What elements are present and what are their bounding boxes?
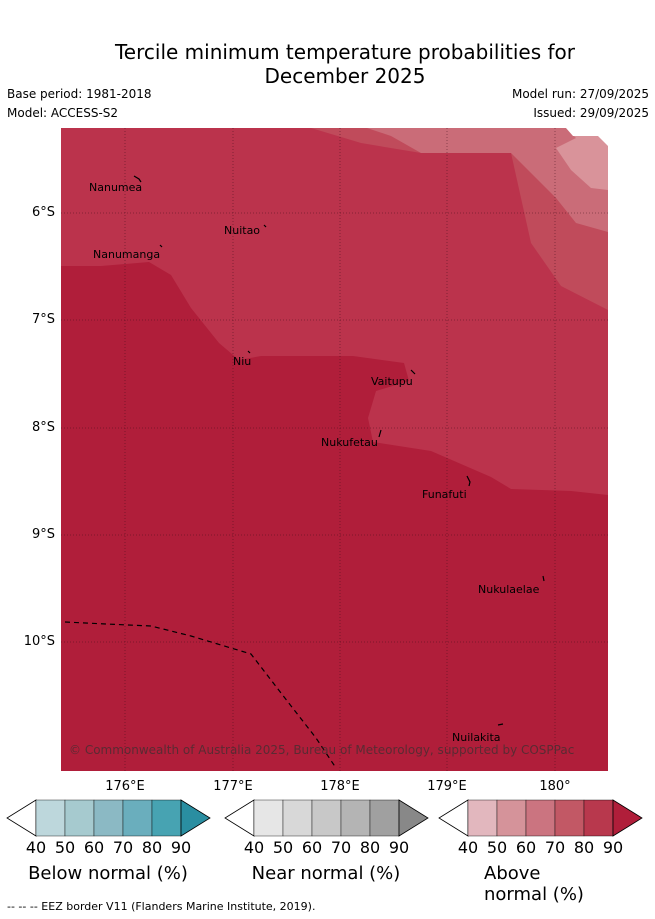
colorbar-segment [554, 799, 585, 837]
colorbar-above-normal [438, 799, 643, 837]
place-nanumea: Nanumea [89, 181, 143, 194]
colorbar-high-extend [180, 799, 211, 837]
colorbar-high-extend [612, 799, 643, 837]
colorbar-low-extend [438, 799, 469, 837]
cb-above-tick-50: 50 [486, 838, 508, 857]
cb-near-tick-50: 50 [272, 838, 294, 857]
title-line-1: Tercile minimum temperature probabilitie… [114, 40, 576, 64]
band-60-70 [267, 128, 608, 310]
band-50-60 [367, 128, 608, 232]
colorbar-segment [122, 799, 153, 837]
cb-below-tick-80: 80 [141, 838, 163, 857]
colorbar-segment [64, 799, 95, 837]
lon-label-179e: 179°E [427, 779, 467, 794]
colorbar-segment [253, 799, 284, 837]
colorbar-segment [151, 799, 182, 837]
cb-below-tick-90: 90 [170, 838, 192, 857]
cb-near-tick-80: 80 [359, 838, 381, 857]
band-40-50 [556, 128, 608, 190]
place-nuitao: Nuitao [224, 224, 261, 237]
place-nanumanga: Nanumanga [93, 248, 161, 261]
cb-label-above-normal: Above normal (%) [484, 863, 584, 905]
place-nukulaelae: Nukulaelae [478, 583, 540, 596]
probability-map [61, 128, 608, 771]
map-title: Tercile minimum temperature probabilitie… [0, 40, 655, 88]
place-niu: Niu [233, 355, 252, 368]
colorbar-segment [35, 799, 66, 837]
cb-near-tick-60: 60 [301, 838, 323, 857]
cb-below-tick-70: 70 [112, 838, 134, 857]
colorbar-near-normal [224, 799, 429, 837]
lon-label-178e: 178°E [320, 779, 360, 794]
cb-above-tick-80: 80 [573, 838, 595, 857]
lat-label-8s: 8°S [31, 420, 55, 435]
title-line-2: December 2025 [264, 64, 426, 88]
band-70-80 [61, 128, 608, 495]
cb-above-tick-40: 40 [457, 838, 479, 857]
cb-above-tick-90: 90 [602, 838, 624, 857]
lon-label-180: 180° [539, 779, 571, 794]
place-funafuti: Funafuti [422, 488, 467, 501]
cb-below-tick-50: 50 [54, 838, 76, 857]
copyright-notice: © Commonwealth of Australia 2025, Bureau… [69, 743, 575, 757]
model-name: Model: ACCESS-S2 [7, 106, 119, 120]
place-nukufetau: Nukufetau [321, 436, 378, 449]
colorbar-segment [311, 799, 342, 837]
lat-label-6s: 6°S [31, 205, 55, 220]
colorbar-segment [282, 799, 313, 837]
colorbar-segment [93, 799, 124, 837]
island-marks [133, 175, 545, 726]
issued-date: Issued: 29/09/2025 [533, 106, 649, 120]
cb-below-tick-60: 60 [83, 838, 105, 857]
colorbar-high-extend [398, 799, 429, 837]
cb-near-tick-90: 90 [388, 838, 410, 857]
base-period: Base period: 1981-2018 [7, 87, 152, 101]
graticule [61, 128, 608, 771]
eez-legend: -- -- -- EEZ border V11 (Flanders Marine… [7, 900, 316, 913]
colorbar-low-extend [224, 799, 255, 837]
lon-label-176e: 176°E [105, 779, 145, 794]
lon-label-177e: 177°E [213, 779, 253, 794]
lat-label-9s: 9°S [31, 527, 55, 542]
colorbar-segment [369, 799, 400, 837]
eez-border-line [64, 621, 337, 769]
lat-label-7s: 7°S [31, 312, 55, 327]
cb-near-tick-70: 70 [330, 838, 352, 857]
colorbar-segment [583, 799, 614, 837]
colorbar-segment [496, 799, 527, 837]
cb-above-tick-70: 70 [544, 838, 566, 857]
place-vaitupu: Vaitupu [371, 375, 413, 388]
cb-label-below-normal: Below normal (%) [28, 863, 188, 884]
colorbar-segment [340, 799, 371, 837]
colorbar-below-normal [6, 799, 211, 837]
map-white-corner [566, 128, 608, 146]
cb-below-tick-40: 40 [25, 838, 47, 857]
cb-above-tick-60: 60 [515, 838, 537, 857]
lat-label-10s: 10°S [23, 634, 55, 649]
cb-near-tick-40: 40 [243, 838, 265, 857]
colorbar-segment [525, 799, 556, 837]
place-nuilakita: Nuilakita [452, 731, 501, 744]
cb-label-near-normal: Near normal (%) [251, 863, 401, 884]
colorbar-segment [467, 799, 498, 837]
model-run: Model run: 27/09/2025 [511, 87, 649, 101]
colorbar-low-extend [6, 799, 37, 837]
